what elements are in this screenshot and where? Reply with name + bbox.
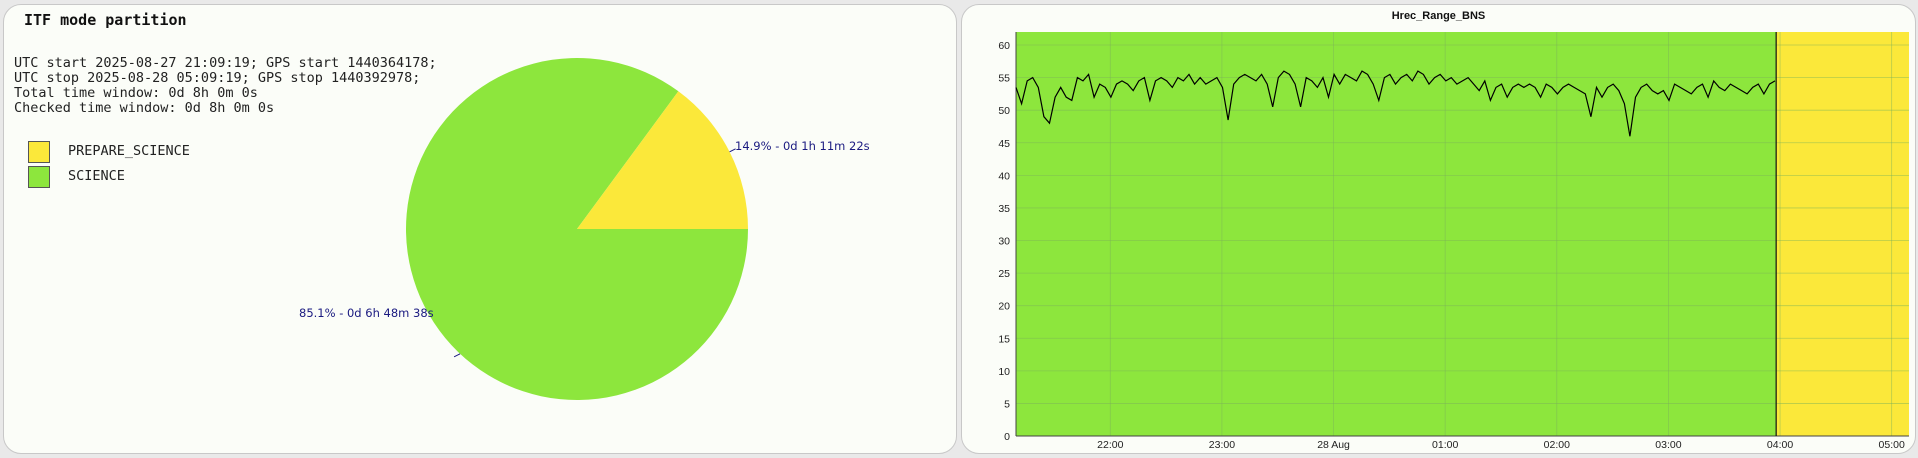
y-tick-label: 50 xyxy=(998,105,1010,117)
legend-swatch-prepare-science xyxy=(28,141,50,163)
pie-label-prepare-science: 14.9% - 0d 1h 11m 22s xyxy=(735,139,870,153)
pie-label-science: 85.1% - 0d 6h 48m 38s xyxy=(299,306,434,320)
y-tick-label: 55 xyxy=(998,73,1010,85)
y-tick-label: 20 xyxy=(998,301,1010,313)
x-tick-label: 28 Aug xyxy=(1317,439,1350,451)
y-tick-label: 0 xyxy=(1004,431,1010,443)
checked-window-line: Checked time window: 0d 8h 0m 0s xyxy=(14,100,275,116)
x-tick-label: 04:00 xyxy=(1767,439,1793,451)
y-tick-label: 60 xyxy=(998,40,1010,52)
utc-stop-line: UTC stop 2025-08-28 05:09:19; GPS stop 1… xyxy=(14,70,421,86)
band-prepare-science xyxy=(1776,32,1909,436)
y-tick-label: 5 xyxy=(1004,398,1010,410)
mode-partition-panel: ITF mode partition UTC start 2025-08-27 … xyxy=(3,4,957,454)
leader-line-science xyxy=(453,353,461,358)
x-tick-label: 23:00 xyxy=(1209,439,1235,451)
legend-label-prepare-science: PREPARE_SCIENCE xyxy=(68,143,190,159)
chart-title: Hrec_Range_BNS xyxy=(1391,10,1486,22)
leader-line-prepare-science xyxy=(729,148,736,153)
y-tick-label: 40 xyxy=(998,170,1010,182)
y-tick-label: 25 xyxy=(998,268,1010,280)
x-tick-label: 22:00 xyxy=(1097,439,1123,451)
band-science xyxy=(1016,32,1777,436)
range-chart-panel: Hrec_Range_BNS 0 5 10 15 20 25 30 35 40 45 50 55 60 2… xyxy=(961,4,1916,454)
x-tick-label: 03:00 xyxy=(1655,439,1681,451)
y-tick-label: 30 xyxy=(998,236,1010,248)
y-tick-label: 15 xyxy=(998,333,1010,345)
line-chart: 0 5 10 15 20 25 30 35 40 45 50 55 60 22:00 23:00 28 Aug… xyxy=(998,32,1909,451)
y-tick-label: 45 xyxy=(998,138,1010,150)
x-tick-label: 02:00 xyxy=(1544,439,1570,451)
series-line-hrec-range-bns xyxy=(1015,70,1776,137)
panel-title: ITF mode partition xyxy=(24,11,187,29)
x-tick-label: 01:00 xyxy=(1432,439,1458,451)
total-window-line: Total time window: 0d 8h 0m 0s xyxy=(14,85,258,101)
pie-chart xyxy=(405,57,748,400)
legend-swatch-science xyxy=(28,166,50,188)
legend-label-science: SCIENCE xyxy=(68,168,125,184)
utc-start-line: UTC start 2025-08-27 21:09:19; GPS start… xyxy=(14,55,437,71)
x-tick-label: 05:00 xyxy=(1879,439,1905,451)
y-tick-label: 10 xyxy=(998,366,1010,378)
pie-slice-prepare-science xyxy=(577,91,748,229)
y-tick-label: 35 xyxy=(998,203,1010,215)
